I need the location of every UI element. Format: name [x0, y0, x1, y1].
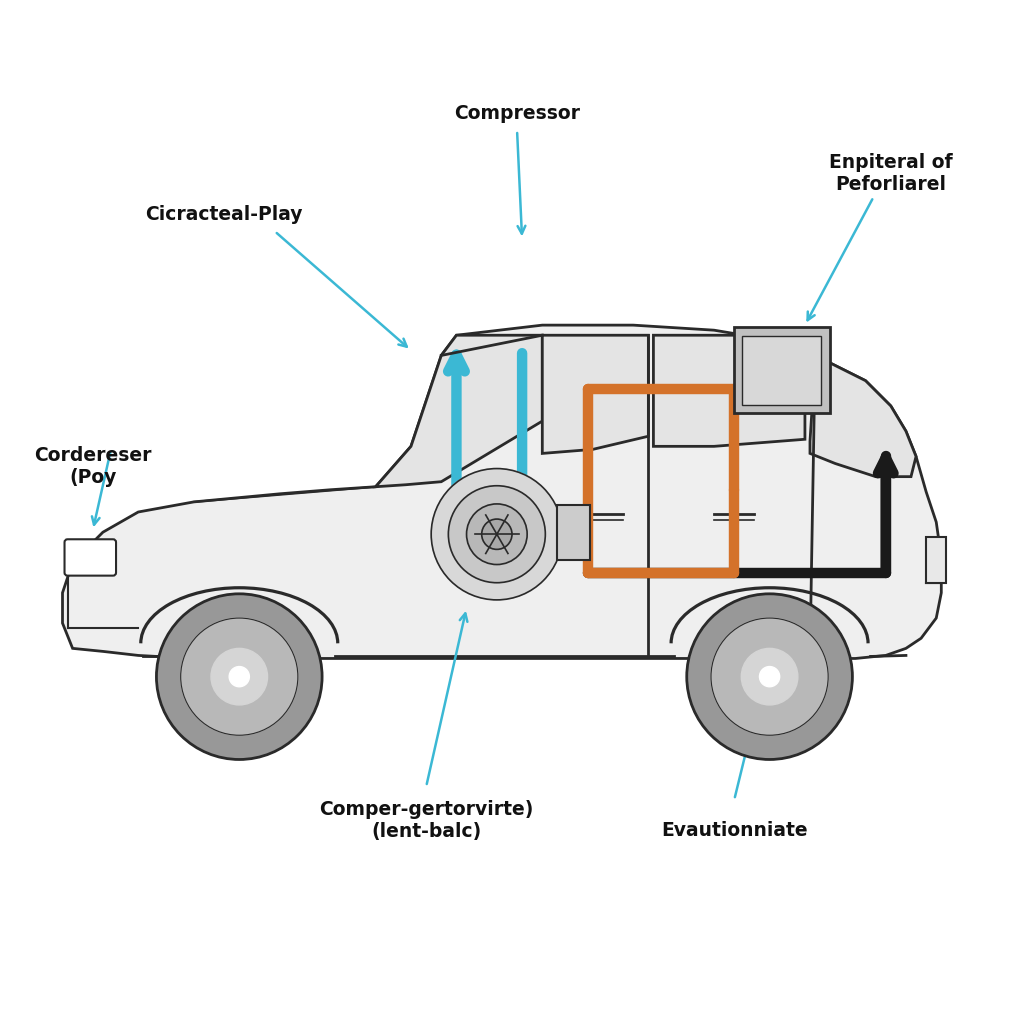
- Text: Cordereser
(Poy: Cordereser (Poy: [34, 446, 152, 487]
- Polygon shape: [376, 335, 543, 486]
- Circle shape: [229, 667, 250, 687]
- Bar: [557, 505, 590, 560]
- Polygon shape: [810, 360, 916, 476]
- Circle shape: [760, 667, 779, 687]
- Circle shape: [449, 485, 546, 583]
- Circle shape: [687, 594, 852, 760]
- Text: Compressor: Compressor: [454, 103, 580, 123]
- Text: Cicracteal-Play: Cicracteal-Play: [145, 205, 303, 223]
- Polygon shape: [653, 335, 805, 446]
- Circle shape: [467, 504, 527, 564]
- Bar: [926, 538, 946, 583]
- Circle shape: [211, 648, 267, 705]
- Circle shape: [711, 618, 828, 735]
- Text: Comper-gertorvirte)
(lent-balc): Comper-gertorvirte) (lent-balc): [318, 800, 534, 841]
- Text: Enpiteral of
Peforliarel: Enpiteral of Peforliarel: [829, 154, 952, 195]
- Circle shape: [157, 594, 323, 760]
- Circle shape: [741, 648, 798, 705]
- Polygon shape: [62, 326, 941, 658]
- Circle shape: [180, 618, 298, 735]
- Circle shape: [481, 519, 512, 549]
- Circle shape: [431, 469, 562, 600]
- Polygon shape: [543, 335, 648, 454]
- Bar: [734, 327, 830, 413]
- Text: Evautionniate: Evautionniate: [660, 820, 808, 840]
- Bar: [742, 336, 821, 404]
- FancyBboxPatch shape: [65, 540, 116, 575]
